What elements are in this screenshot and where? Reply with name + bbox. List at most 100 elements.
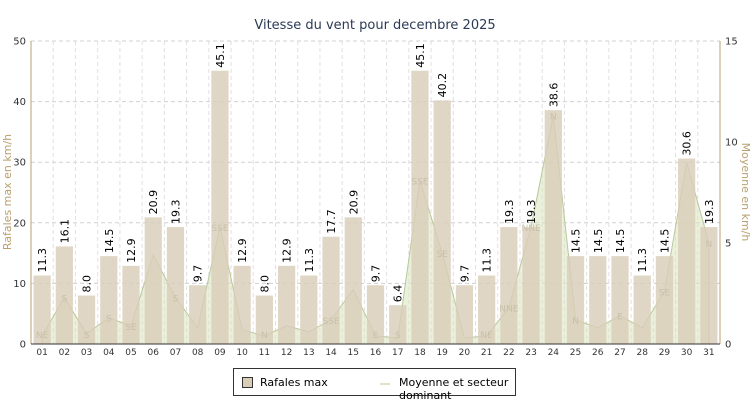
x-tick-label: 08: [192, 348, 204, 358]
gust-bar: [100, 256, 118, 344]
gust-bar: [655, 256, 674, 344]
chart-title: Vitesse du vent pour decembre 2025: [254, 18, 495, 33]
x-tick-label: 05: [125, 348, 136, 358]
gust-bar: [77, 295, 96, 344]
gust-bar: [589, 256, 607, 344]
gust-bar: [300, 275, 318, 344]
left-tick-label: 0: [20, 340, 26, 351]
x-tick-label: 27: [614, 348, 625, 358]
gust-bar: [55, 246, 73, 344]
sector-label: NE: [36, 331, 49, 341]
legend-swatch-gusts: [242, 377, 253, 388]
data-label: 19.3: [703, 200, 716, 225]
x-tick-label: 22: [503, 348, 514, 358]
gust-bar: [700, 227, 718, 344]
data-label: 16.1: [58, 219, 71, 244]
sector-label: S: [395, 331, 401, 341]
data-label: 14.5: [614, 229, 627, 254]
x-tick-label: 10: [236, 348, 248, 358]
right-tick-label: 10: [725, 138, 738, 149]
x-tick-label: 31: [703, 348, 714, 358]
sector-label: SE: [125, 323, 137, 333]
data-label: 30.6: [681, 131, 694, 156]
average-series: [41, 115, 710, 345]
gust-bar: [255, 295, 273, 344]
gust-bar: [366, 285, 385, 344]
sector-label: N: [706, 240, 713, 250]
sector-label: SSE: [211, 224, 228, 234]
right-tick-label: 15: [725, 37, 738, 48]
legend-swatch-average: [380, 378, 390, 387]
x-tick-label: 04: [103, 348, 115, 358]
data-label: 8.0: [81, 275, 94, 293]
x-tick-label: 29: [659, 348, 671, 358]
sector-label: NNE: [499, 305, 518, 315]
gust-bar: [189, 285, 207, 344]
sector-label: S: [61, 295, 67, 305]
sector-label: SE: [436, 250, 448, 260]
data-label: 19.3: [169, 200, 182, 225]
gust-bar: [478, 275, 496, 344]
data-label: 19.3: [503, 200, 516, 225]
average-area: [41, 115, 710, 345]
gust-bar: [500, 227, 518, 344]
data-label: 12.9: [125, 238, 138, 263]
left-tick-label: 50: [13, 37, 26, 48]
data-label: 17.7: [325, 209, 338, 234]
data-label: 12.9: [236, 238, 249, 263]
sector-label: S: [173, 295, 179, 305]
sector-label: E: [373, 331, 379, 341]
legend-label-gusts: Rafales max: [260, 376, 328, 389]
x-tick-label: 21: [481, 348, 492, 358]
x-axis-ticks: 01 02 03 04 05 06 07 08 09 10 11 12 13 14 15 16 17 18 19 20…: [36, 348, 714, 358]
gust-bars: [33, 70, 718, 344]
x-tick-label: 09: [214, 348, 226, 358]
x-tick-label: 30: [681, 348, 693, 358]
data-label: 12.9: [281, 238, 294, 263]
sector-label: N: [550, 113, 557, 123]
x-tick-label: 17: [392, 348, 403, 358]
x-tick-label: 25: [570, 348, 581, 358]
left-tick-label: 10: [13, 279, 26, 290]
data-label: 14.5: [570, 229, 583, 254]
gust-bar: [144, 217, 162, 344]
x-tick-label: 20: [459, 348, 471, 358]
left-tick-label: 30: [13, 158, 26, 169]
sector-label: SSE: [411, 177, 428, 187]
gust-bar: [389, 305, 407, 344]
sector-label: S: [84, 331, 90, 341]
right-tick-label: 0: [725, 340, 731, 351]
gust-bar: [544, 110, 562, 344]
average-swatch-shape: [380, 383, 390, 385]
sector-label: NE: [480, 331, 493, 341]
gust-bar: [678, 158, 696, 344]
sector-label: N: [572, 317, 579, 327]
x-tick-label: 06: [148, 348, 160, 358]
gust-bar: [344, 217, 362, 344]
data-labels: 11.3 16.1 8.0 14.5 12.9 20.9 19.3 9.7 45.1 12.9 8.…: [36, 43, 716, 302]
data-label: 9.7: [458, 265, 471, 283]
left-tick-label: 40: [13, 97, 26, 108]
data-label: 8.0: [258, 275, 271, 293]
legend: Rafales max Moyenne et secteur dominant: [233, 368, 516, 402]
data-label: 38.6: [547, 83, 560, 108]
x-tick-label: 19: [436, 348, 448, 358]
data-label: 19.3: [525, 200, 538, 225]
x-tick-label: 11: [259, 348, 270, 358]
data-label: 20.9: [347, 190, 360, 215]
x-tick-label: 16: [370, 348, 382, 358]
gust-bar: [522, 227, 540, 344]
data-label: 9.7: [370, 265, 383, 283]
x-tick-label: 12: [281, 348, 292, 358]
x-tick-label: 24: [548, 348, 560, 358]
sector-label: SSE: [322, 317, 339, 327]
right-axis-label: Moyenne en km/h: [739, 143, 750, 242]
gust-bar: [433, 100, 451, 344]
x-tick-label: 01: [36, 348, 47, 358]
gust-bar: [211, 70, 229, 344]
data-label: 20.9: [147, 190, 160, 215]
data-label: 40.2: [436, 73, 449, 98]
gust-bar: [122, 265, 140, 344]
